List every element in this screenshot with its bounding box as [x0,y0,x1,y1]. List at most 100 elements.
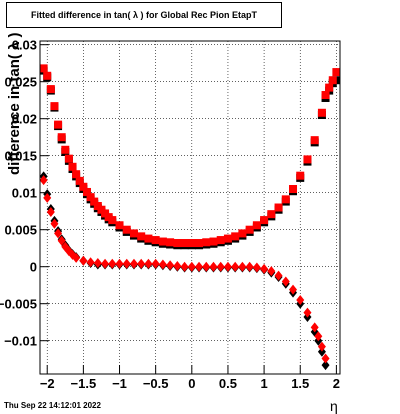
y-axis: −0.01 −0.005 0 0.005 0.01 0.015 0.02 0.025 0.03 [0,38,49,349]
x-tick-label: 1 [260,376,267,391]
timestamp: Thu Sep 22 14:12:01 2022 [4,401,101,410]
data-point [274,203,283,212]
data-point [158,237,167,246]
series-1 [39,64,341,248]
x-tick-label: 0 [188,376,195,391]
data-point [54,120,63,129]
data-point [231,232,240,241]
x-axis-label: η [330,398,338,414]
data-point [252,221,261,230]
data-point [260,263,269,274]
data-point [54,228,63,239]
data-point [50,102,59,111]
data-point [267,210,276,219]
data-point [108,258,117,269]
y-tick-label: 0.015 [4,149,37,164]
data-point [57,133,66,142]
data-point [79,255,88,266]
data-point [57,235,66,246]
data-point [238,229,247,238]
data-point [72,170,81,179]
data-marks [39,64,341,371]
data-point [144,234,153,243]
y-tick-label: −0.01 [4,334,37,349]
x-tick-label: 2 [333,376,340,391]
data-point [43,71,52,80]
data-point [310,322,319,333]
series-3 [39,175,330,364]
y-tick-label: 0.025 [4,75,37,90]
plot-frame [39,40,341,375]
data-point [332,68,341,77]
y-tick-label: 0.02 [12,112,37,127]
data-point [68,162,77,171]
data-point [223,261,232,272]
data-point [180,261,189,272]
data-point [108,216,117,225]
data-point [93,258,102,268]
data-point [216,236,225,245]
data-point [202,261,211,272]
data-point [39,175,48,186]
data-point [122,225,131,234]
data-point [260,216,269,225]
data-point [115,258,124,269]
data-point [129,258,138,269]
data-point [151,236,160,245]
data-point [122,258,131,269]
data-point [267,266,276,277]
data-point [223,234,232,243]
y-tick-label: −0.005 [0,297,37,312]
data-point [115,221,124,230]
grid [40,41,340,374]
x-tick-label: −0.5 [143,376,169,391]
data-point [289,284,298,295]
data-point [90,197,99,206]
data-point [209,261,218,272]
data-point [195,261,204,272]
data-point [321,353,330,364]
data-point [187,239,196,248]
data-point [303,307,312,318]
data-point [79,182,88,191]
data-point [231,261,240,272]
data-point [50,218,59,229]
data-point [195,239,204,248]
data-point [317,341,326,352]
x-tick-label: 1.5 [291,376,309,391]
data-point [296,295,305,305]
data-point [209,237,218,246]
data-point [187,261,196,272]
data-point [281,276,290,287]
x-axis: −2 −1.5 −1 −0.5 0 0.5 1 1.5 2 [40,365,340,391]
data-point [245,261,254,272]
x-tick-label: −2 [40,376,55,391]
data-point [166,260,175,271]
x-tick-label: −1 [112,376,127,391]
data-point [151,258,160,269]
data-point [321,91,330,100]
data-point [72,252,81,263]
chart-title: Fitted difference in tan( λ ) for Global… [6,2,282,28]
data-point [173,260,182,271]
data-point [61,145,70,154]
data-point [137,258,146,269]
data-point [43,192,52,203]
data-point [64,154,73,163]
data-point [75,176,84,185]
data-point [166,238,175,247]
y-tick-label: 0.005 [4,223,37,238]
data-point [252,262,261,273]
data-point [325,83,334,92]
data-point [310,136,319,145]
data-point [281,195,290,204]
y-tick-label: 0.03 [12,38,37,53]
data-point [180,239,189,248]
data-point [158,259,167,270]
data-point [328,76,337,85]
x-tick-label: 0.5 [219,376,237,391]
data-point [317,346,326,357]
data-point [321,360,330,371]
data-point [137,232,146,241]
